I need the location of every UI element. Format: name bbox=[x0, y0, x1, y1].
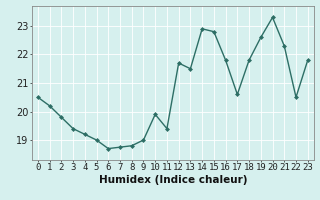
X-axis label: Humidex (Indice chaleur): Humidex (Indice chaleur) bbox=[99, 175, 247, 185]
